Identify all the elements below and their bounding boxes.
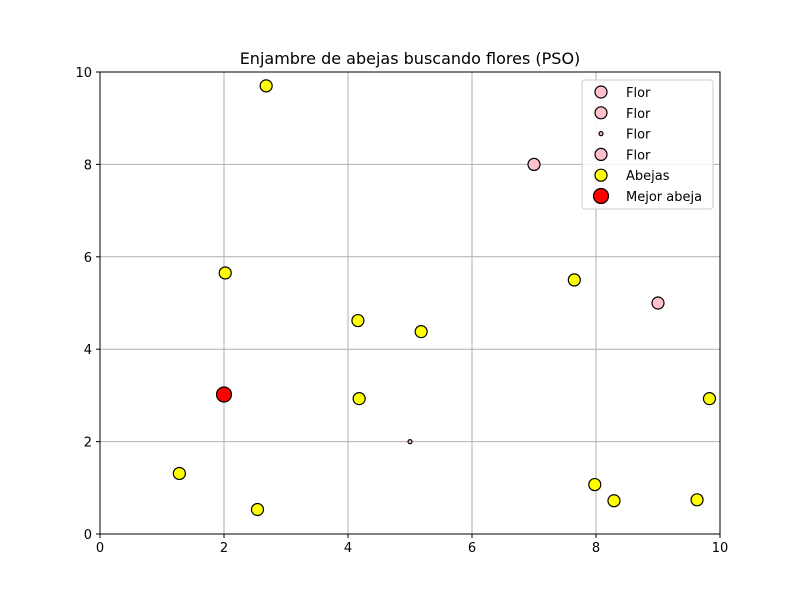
bee-point <box>259 79 273 93</box>
legend-label: Mejor abeja <box>626 190 702 205</box>
x-tick-label: 10 <box>712 541 729 556</box>
x-tick-label: 4 <box>344 541 352 556</box>
flower-point <box>407 439 413 445</box>
legend-marker <box>594 168 608 182</box>
legend-label: Flor <box>626 148 651 163</box>
chart-title: Enjambre de abejas buscando flores (PSO) <box>240 49 581 68</box>
bee-point <box>352 392 366 406</box>
plot-frame <box>99 71 721 535</box>
legend-label: Flor <box>626 86 651 101</box>
x-tick-label: 8 <box>592 541 600 556</box>
bee-point <box>218 266 232 280</box>
bee-point <box>702 392 717 406</box>
legend: Flor Flor Flor Flor Abejas Mejor abeja <box>581 79 714 210</box>
data-points <box>172 79 717 517</box>
x-tick-label: 6 <box>468 541 476 556</box>
flower-point <box>651 296 665 310</box>
best-bee-point <box>215 386 233 403</box>
y-tick-label: 4 <box>84 343 92 358</box>
legend-marker <box>594 106 608 120</box>
legend-marker <box>594 147 608 161</box>
legend-label: Flor <box>626 128 651 143</box>
y-tick-label: 0 <box>84 528 92 543</box>
bee-point <box>250 502 265 517</box>
x-tick-label: 0 <box>96 541 104 556</box>
bee-point <box>414 325 428 339</box>
x-tick-label: 2 <box>220 541 228 556</box>
y-tick-label: 6 <box>84 251 92 266</box>
bee-point <box>690 493 704 507</box>
y-tick-label: 2 <box>84 436 92 451</box>
bee-point <box>351 313 365 328</box>
bee-point <box>607 494 621 508</box>
legend-label: Abejas <box>626 169 670 184</box>
flower-point <box>527 157 541 171</box>
bee-point <box>588 477 602 492</box>
legend-marker <box>592 187 610 205</box>
legend-marker <box>594 85 608 99</box>
legend-marker <box>598 131 604 137</box>
bee-point <box>567 273 581 287</box>
legend-label: Flor <box>626 107 651 122</box>
y-tick-label: 10 <box>75 66 92 81</box>
axis-ticks: 0 2 4 6 8 10 0 2 4 6 8 10 <box>75 66 728 556</box>
y-tick-label: 8 <box>84 158 92 173</box>
bee-point <box>172 466 186 481</box>
legend-box <box>581 79 714 210</box>
